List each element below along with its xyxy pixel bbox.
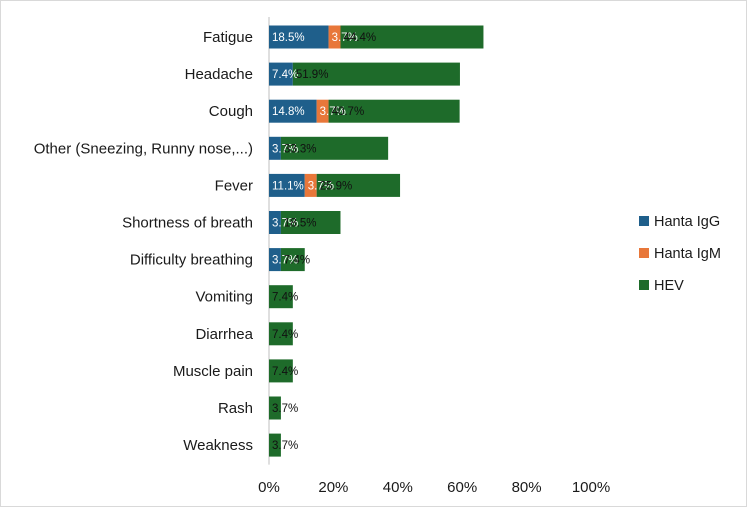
bar-segment <box>269 25 329 49</box>
data-label: 18.5% <box>272 32 305 44</box>
legend: Hanta IgG Hanta IgM HEV <box>639 214 721 294</box>
bar-segment <box>316 99 329 123</box>
legend-swatch <box>639 248 649 258</box>
label-layer: 18.5% 3.7%44.4%7.4%51.9%14.8% 3.7%40.7%3.7… <box>272 32 376 452</box>
category-label: Headache <box>185 66 253 83</box>
bar-segment <box>269 248 281 272</box>
bar-segment <box>340 25 484 49</box>
category-label: Fatigue <box>203 29 253 46</box>
category-label: Muscle pain <box>173 363 253 380</box>
data-label: 3.7% <box>272 403 298 415</box>
data-label: 3.7% <box>308 180 334 192</box>
data-label: 40.7% <box>332 106 365 118</box>
data-label: 3.7% <box>320 106 346 118</box>
data-label: 7.4% <box>284 255 310 267</box>
bar-segment <box>269 396 281 420</box>
category-label: Rash <box>218 400 253 417</box>
category-label: Diarrhea <box>195 326 253 343</box>
legend-label: Hanta IgM <box>654 246 721 262</box>
x-tick-label: 80% <box>512 479 542 496</box>
bar-segment <box>280 211 341 234</box>
bar-layer <box>269 25 484 457</box>
data-label: 14.8% <box>272 106 305 118</box>
data-label: 7.4% <box>272 366 298 378</box>
x-tick-label: 100% <box>572 479 610 496</box>
bar-segment <box>269 211 281 234</box>
x-tick-label: 20% <box>318 479 348 496</box>
data-label: 3.7% <box>272 440 298 452</box>
data-label: 3.7% <box>272 255 298 267</box>
bar-segment <box>269 359 293 383</box>
bar-segment <box>280 248 305 272</box>
data-label: 11.1% <box>272 180 304 192</box>
legend-swatch <box>639 280 649 290</box>
axis-layer: Fatigue Headache Cough Other (Sneezing, Run… <box>34 17 610 496</box>
bar-segment <box>269 62 293 86</box>
data-label: 7.4% <box>272 292 298 304</box>
legend-swatch <box>639 216 649 226</box>
bar-segment <box>269 99 317 123</box>
data-label: 18.5% <box>284 218 317 230</box>
category-label: Other (Sneezing, Runny nose,...) <box>34 140 253 157</box>
data-label: 33.3% <box>284 143 317 155</box>
bar-segment <box>328 99 460 123</box>
bar-segment <box>269 136 281 160</box>
category-label: Difficulty breathing <box>130 252 253 269</box>
bar-segment <box>304 173 317 197</box>
category-label: Cough <box>209 103 253 120</box>
bar-segment <box>280 136 389 160</box>
legend-label: HEV <box>654 278 684 294</box>
bar-segment <box>328 25 341 49</box>
data-label: 51.9% <box>296 69 329 81</box>
bar-segment <box>269 433 281 457</box>
category-label: Fever <box>215 177 253 194</box>
category-label: Shortness of breath <box>122 215 253 232</box>
bar-segment <box>269 173 305 197</box>
data-label: 3.7% <box>332 32 358 44</box>
x-tick-label: 0% <box>258 479 280 496</box>
category-label: Vomiting <box>195 289 253 306</box>
x-tick-label: 40% <box>383 479 413 496</box>
bar-segment <box>269 285 293 309</box>
data-label: 3.7% <box>272 218 298 230</box>
legend-label: Hanta IgG <box>654 214 720 230</box>
data-label: 3.7% <box>272 143 298 155</box>
data-label: 25.9% <box>320 180 353 192</box>
category-label: Weakness <box>183 437 253 454</box>
bar-segment <box>269 322 293 346</box>
bar-segment <box>292 62 460 86</box>
data-label: 44.4% <box>343 32 376 44</box>
bar-segment <box>316 173 401 197</box>
data-label: 7.4% <box>272 69 298 81</box>
data-label: 7.4% <box>272 329 298 341</box>
x-tick-label: 60% <box>447 479 477 496</box>
